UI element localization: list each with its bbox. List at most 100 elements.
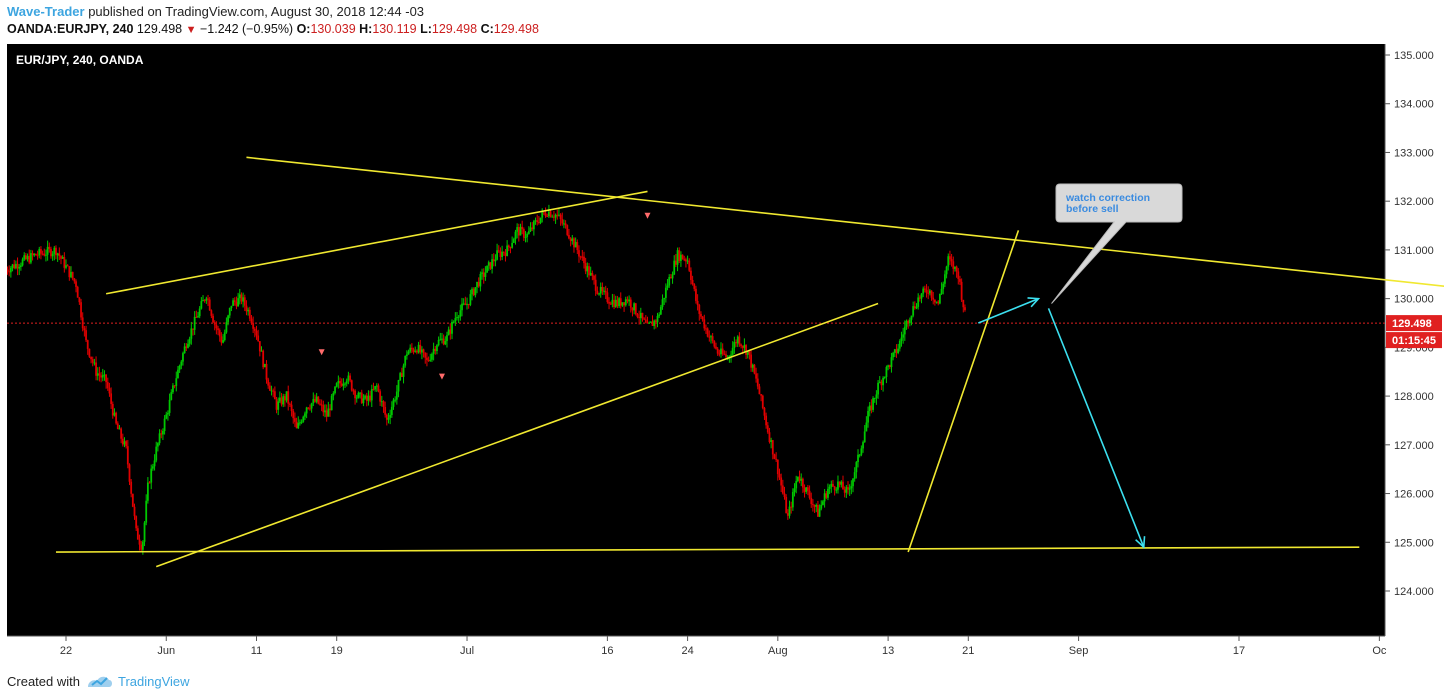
candle-body (785, 497, 788, 514)
candle-body (46, 246, 49, 255)
candle-body (738, 336, 741, 345)
candle-body (141, 541, 144, 550)
projection-arrow[interactable] (978, 297, 1039, 324)
candle-body (827, 488, 829, 498)
price-chart[interactable]: EUR/JPY, 240, OANDA 124.000 125.000 126.00… (4, 44, 1444, 662)
trendline[interactable] (155, 302, 879, 568)
candle-body (427, 360, 430, 362)
candle-body (716, 348, 719, 354)
candle-body (558, 214, 560, 216)
publish-info: Wave-Trader published on TradingView.com… (7, 4, 424, 19)
candle-body (930, 290, 933, 298)
candle-body (583, 256, 585, 264)
tradingview-brand-link[interactable]: TradingView (118, 674, 190, 689)
candle-body (30, 253, 32, 263)
candle-body (81, 317, 84, 329)
candle-body (61, 257, 64, 259)
candle-body (940, 288, 943, 294)
trendline[interactable] (246, 156, 1444, 289)
candle-body (263, 363, 266, 368)
candle-body (541, 212, 544, 218)
candle-body (920, 293, 923, 299)
candle-body (822, 501, 824, 505)
candle-body (379, 391, 382, 402)
trendline[interactable] (105, 190, 648, 295)
candle-body (954, 266, 956, 269)
trendline[interactable] (907, 230, 1020, 553)
candle-body (850, 486, 853, 489)
candle-body (289, 403, 291, 405)
candle-body (272, 390, 275, 392)
y-tick-label: 124.000 (1394, 586, 1434, 598)
publish-text: published on TradingView.com, August 30,… (88, 4, 425, 19)
candle-body (743, 345, 746, 348)
candle-body (247, 309, 250, 312)
candle-body (24, 255, 27, 260)
candle-body (96, 373, 99, 376)
candle-body (315, 396, 318, 402)
candle-body (115, 412, 118, 424)
candle-body (202, 299, 204, 302)
candle-body (907, 320, 910, 324)
candle-body (858, 454, 861, 456)
candle-body (9, 267, 12, 273)
candle-body (405, 354, 408, 356)
symbol-legend: OANDA:EURJPY, 240 129.498 ▼ −1.242 (−0.9… (7, 22, 539, 36)
candle-body (225, 322, 228, 333)
chart-area[interactable]: EUR/JPY, 240, OANDA 124.000 125.000 126.00… (4, 44, 1444, 662)
x-tick-label: Oc (1372, 645, 1387, 657)
candle-body (390, 406, 393, 416)
candle-body (537, 222, 540, 224)
candle-body (663, 297, 666, 300)
candle-body (429, 359, 432, 361)
candle-body (73, 278, 76, 282)
candle-body (608, 301, 610, 304)
candle-body (818, 508, 821, 517)
candle-body (685, 259, 687, 262)
candle-body (915, 306, 918, 309)
candle-body (223, 332, 226, 341)
candle-body (210, 310, 213, 316)
candle-body (103, 374, 106, 376)
tradingview-logo-icon[interactable] (86, 670, 114, 690)
candle-body (45, 254, 47, 256)
author-link[interactable]: Wave-Trader (7, 4, 85, 19)
candle-body (937, 301, 940, 304)
candle-body (200, 301, 203, 309)
candle-body (75, 281, 77, 287)
candle-body (855, 462, 858, 473)
candle-body (775, 458, 778, 460)
candle-body (327, 408, 330, 417)
callout-note[interactable]: watch correction before sell (1051, 183, 1183, 304)
candle-body (66, 265, 69, 267)
candle-body (447, 329, 450, 336)
candle-body (532, 221, 535, 230)
candle-body (880, 381, 883, 386)
projection-arrow[interactable] (1047, 308, 1145, 548)
candle-body (365, 395, 368, 401)
candle-body (432, 348, 435, 354)
candle-body (740, 344, 742, 347)
candle-body (217, 328, 219, 331)
candle-body (690, 270, 692, 281)
candle-body (395, 391, 398, 400)
candle-body (898, 340, 901, 349)
candle-body (228, 307, 231, 316)
candle-body (218, 330, 221, 337)
x-tick-label: Sep (1069, 645, 1089, 657)
candle-body (599, 286, 602, 294)
candle-body (908, 319, 911, 324)
footer: Created with TradingView (0, 662, 1444, 699)
candle-body (835, 489, 838, 491)
candle-body (579, 256, 582, 258)
candle-body (888, 365, 891, 368)
x-tick-label: Jul (460, 645, 474, 657)
trendline[interactable] (55, 546, 1360, 553)
candle-body (185, 346, 188, 348)
candle-body (765, 415, 768, 426)
candle-body (705, 328, 707, 330)
candle-body (736, 336, 739, 344)
candle-body (591, 272, 594, 276)
candle-body (190, 328, 193, 339)
price-axis-background (1385, 44, 1444, 662)
